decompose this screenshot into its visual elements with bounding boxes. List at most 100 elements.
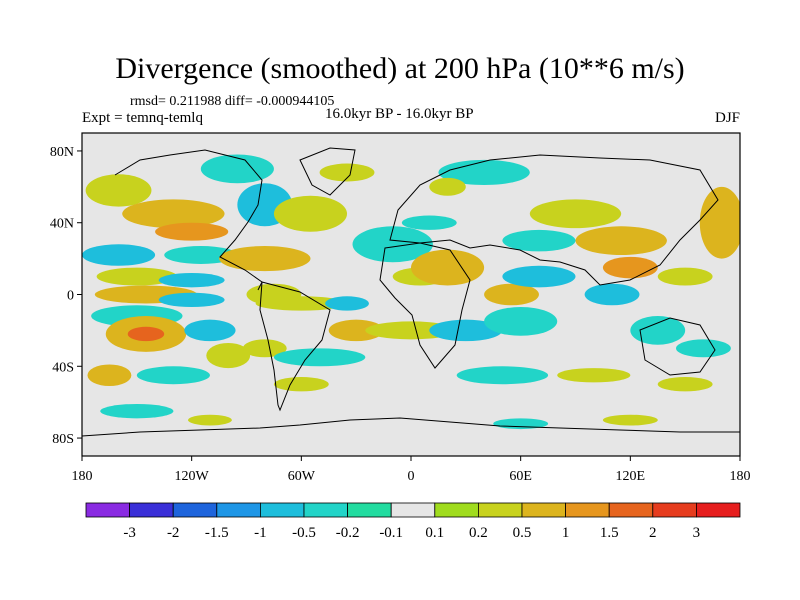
colorbar-segment [696,502,741,518]
colorbar-segment [129,502,174,518]
y-tick-label: 80N [50,145,74,160]
x-tick-label: 180 [730,469,751,484]
colorbar-segment [477,502,523,518]
y-tick-label: 0 [67,289,74,304]
colorbar-label: 1 [562,525,570,541]
x-tick-label: 120W [175,469,210,484]
divergence-region [100,403,174,419]
divergence-region [602,414,658,426]
divergence-region [127,326,165,342]
colorbar-label: 3 [693,525,701,541]
colorbar-label: -2 [167,525,180,541]
divergence-field [82,154,740,430]
divergence-region [657,267,713,286]
colorbar-segment [172,502,218,518]
divergence-region [158,292,225,308]
chart-subtitle: 16.0kyr BP - 16.0kyr BP [325,106,474,122]
divergence-region [87,364,132,387]
divergence-region [136,366,210,385]
divergence-region [438,159,530,186]
coastlines [82,147,740,437]
colorbar-label: 1.5 [600,525,619,541]
map-axes: 180 120W 60W 0 60E 120E 180 80N 40N 0 40S 80S [50,145,751,484]
coastline-australia [639,317,716,376]
divergence-region [184,319,236,342]
divergence-region [502,229,576,252]
chart-title: Divergence (smoothed) at 200 hPa (10**6 … [115,52,685,85]
divergence-region [188,414,232,426]
divergence-region [429,319,503,342]
colorbar-segment [608,502,654,518]
colorbar-label: 2 [649,525,657,541]
colorbar-label: -1.5 [205,525,229,541]
colorbar-segment [521,502,566,518]
divergence-region [602,256,658,279]
divergence-region [630,316,686,345]
coastline-south-america [259,281,331,412]
divergence-region [401,215,457,230]
x-tick-label: 120E [616,469,646,484]
colorbar-label: -1 [254,525,267,541]
x-tick-label: 180 [72,469,93,484]
season-label: DJF [714,110,740,126]
x-tick-label: 60E [509,469,532,484]
divergence-region [85,174,152,207]
divergence-region [200,154,274,184]
colorbar-label: -0.2 [336,525,360,541]
colorbar-label: 0.2 [469,525,488,541]
colorbar-label: 0.1 [425,525,444,541]
divergence-region [273,195,348,232]
divergence-region [575,226,667,256]
coastline-africa [379,242,471,369]
divergence-region [164,246,238,264]
divergence-region [484,283,539,306]
divergence-region [158,272,225,288]
coastline-eurasia [389,154,719,286]
divergence-region [699,186,740,259]
divergence-region [82,244,156,266]
divergence-region [219,246,311,272]
colorbar-segment [434,502,479,518]
colorbar-label: -0.5 [292,525,316,541]
divergence-region [657,377,713,392]
divergence-region [319,163,375,182]
coastline-antarctica [82,417,740,437]
colorbar-label: -0.1 [379,525,403,541]
divergence-region [411,249,485,286]
divergence-region [456,366,549,385]
divergence-region [155,222,229,241]
experiment-label: Expt = temnq-temlq [82,110,203,126]
colorbar-segment [652,502,697,518]
divergence-region [502,265,576,288]
colorbar-segment [347,502,392,518]
y-tick-label: 80S [52,432,74,447]
x-tick-label: 60W [288,469,316,484]
divergence-region [529,199,622,229]
divergence-region [557,368,631,383]
y-tick-label: 40N [50,217,74,232]
colorbar-label: 0.5 [513,525,532,541]
coastline-greenland [299,147,356,196]
divergence-region [484,307,558,336]
stats-text: rmsd= 0.211988 diff= -0.000944105 [130,94,335,109]
divergence-region [96,267,178,286]
divergence-region [352,226,433,263]
divergence-region [242,339,287,358]
colorbar-segment [390,502,436,518]
x-tick-label: 0 [408,469,415,484]
divergence-region [273,377,329,392]
divergence-region [328,319,384,342]
divergence-region [676,339,731,358]
divergence-region [429,177,466,196]
y-tick-label: 40S [52,360,74,375]
colorbar-segment [565,502,610,518]
colorbar-segment [259,502,305,518]
divergence-region [122,199,225,229]
colorbar-label: -3 [123,525,136,541]
divergence-region [206,342,251,369]
divergence-region [584,283,640,306]
colorbar-segment [85,502,130,518]
coastline-north-america [114,149,263,291]
colorbar-segment [216,502,261,518]
